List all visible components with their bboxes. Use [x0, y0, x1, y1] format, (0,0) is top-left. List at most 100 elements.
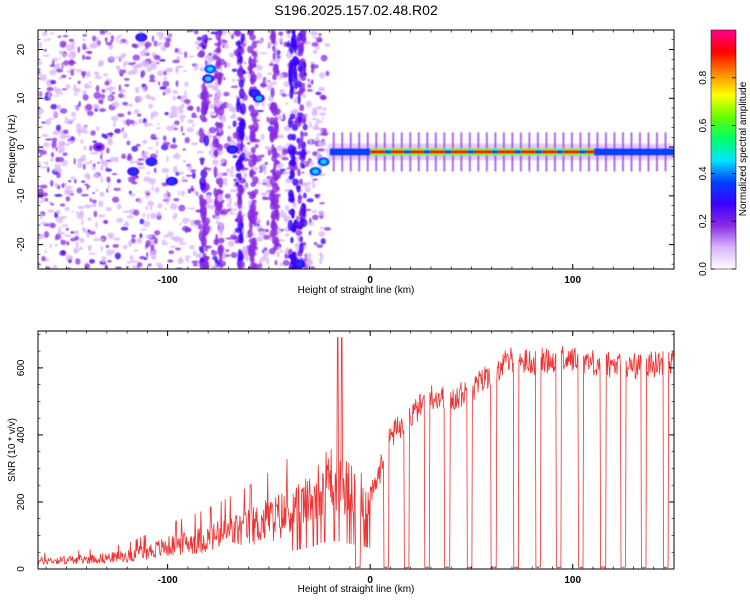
carrier-core: [409, 150, 412, 154]
spectrogram-speckle-blob: [230, 165, 235, 171]
spectrogram-speckle-blob: [81, 125, 88, 131]
spectrogram-streak-blob: [274, 67, 278, 74]
spectrogram-speckle-blob: [228, 196, 232, 202]
spectrogram-speckle-blob: [285, 30, 291, 35]
carrier-core: [473, 150, 477, 154]
spectrogram-speckle-blob: [280, 248, 283, 253]
spectrogram-streak-blob: [241, 33, 245, 38]
spectrogram-speckle-blob: [75, 258, 81, 265]
spectrogram-speckle-blob: [312, 178, 319, 181]
spectrogram-speckle-blob: [165, 37, 172, 43]
spectrogram-speckle-blob: [125, 118, 132, 126]
spectrogram-speckle-blob: [116, 217, 124, 223]
spectrogram-streak-blob: [293, 165, 298, 171]
spectrogram-streak-blob: [301, 36, 307, 44]
spectrogram-speckle-blob: [180, 125, 184, 133]
spectrogram-speckle-blob: [255, 72, 263, 80]
spectrogram-speckle-blob: [73, 93, 78, 96]
carrier-core: [561, 150, 564, 154]
spectrogram-speckle-blob: [308, 121, 312, 129]
spectrogram-speckle-blob: [204, 245, 208, 252]
spectrogram-streak-blob: [198, 49, 206, 58]
spectrogram-speckle-blob: [46, 160, 49, 167]
carrier-core: [433, 150, 436, 154]
spectrogram-speckle-blob: [233, 207, 237, 212]
spectrogram-streak-blob: [272, 52, 276, 61]
spectrogram-speckle-blob: [182, 159, 187, 163]
spectrogram-speckle-blob: [310, 160, 313, 163]
spectrogram-streak-blob: [235, 101, 240, 113]
spectrogram-speckle-blob: [193, 219, 202, 226]
carrier-outer: [635, 148, 639, 156]
spectrogram-speckle-blob: [134, 175, 139, 179]
spectrogram-speckle-blob: [214, 258, 218, 264]
spectrogram-speckle-blob: [176, 65, 184, 69]
spectrogram-speckle-blob: [203, 167, 212, 170]
spectrogram-streak-blob: [217, 106, 225, 116]
spectrogram-speckle-blob: [77, 80, 81, 85]
spectrogram-streak-blob: [299, 178, 303, 186]
spectrogram-speckle-blob: [167, 259, 174, 263]
spectrogram-bright-core: [207, 66, 214, 72]
spectrogram-speckle-blob: [70, 50, 76, 57]
spectrogram-speckle-blob: [113, 121, 116, 128]
spectrogram-speckle-blob: [319, 258, 323, 265]
carrier-core: [434, 150, 438, 154]
spectrogram-speckle-blob: [263, 168, 267, 175]
spectrogram-speckle-blob: [137, 40, 146, 47]
colorbar-tick-label: 0.6: [698, 118, 709, 132]
colorbar: 0.0 0.2 0.4 0.6 0.8 Normalized spectral ampl…: [698, 29, 749, 276]
spectrogram-speckle-blob: [47, 38, 51, 42]
carrier-outer: [644, 148, 647, 156]
carrier-core: [554, 150, 558, 154]
spectrogram-speckle-blob: [61, 143, 67, 146]
spectrogram-streak-blob: [272, 45, 276, 52]
spectrogram-bright-core: [168, 179, 175, 184]
spectrogram-speckle-blob: [323, 226, 332, 231]
spectrogram-speckle-blob: [52, 130, 60, 136]
spectrogram-streak-blob: [217, 245, 224, 257]
carrier-core: [465, 150, 468, 154]
spectrogram-streak-blob: [249, 154, 256, 160]
spectrogram-speckle-blob: [320, 54, 328, 62]
spectrogram-streak-blob: [238, 129, 245, 141]
spectrogram-speckle-blob: [38, 161, 42, 168]
spectrogram-streak-blob: [215, 30, 222, 41]
spectrogram-speckle-blob: [324, 42, 331, 48]
spectrogram-speckle-blob: [128, 62, 135, 66]
spectrogram-speckle-blob: [258, 38, 264, 45]
spectrogram-speckle-blob: [70, 231, 75, 234]
carrier-outer: [626, 148, 629, 156]
spectrogram-speckle-blob: [182, 133, 185, 136]
carrier-core: [417, 150, 420, 154]
carrier-core: [527, 150, 530, 154]
spectrogram-speckle-blob: [305, 100, 312, 108]
spectrogram-streak-blob: [252, 192, 257, 198]
spectrogram-speckle-blob: [126, 215, 134, 219]
spectrogram-speckle-blob: [241, 147, 248, 151]
spectrogram-speckle-blob: [163, 192, 169, 199]
spectrogram-speckle-blob: [161, 167, 170, 174]
spectrogram-streak-blob: [295, 229, 303, 236]
spectrogram-speckle-blob: [65, 196, 71, 202]
carrier-core: [381, 150, 384, 154]
spectrogram-streak-blob: [299, 58, 306, 64]
spectrogram-streak-blob: [217, 143, 224, 151]
carrier-outer: [669, 148, 673, 156]
spectrogram-streak-blob: [217, 189, 224, 194]
spectrogram-speckle-blob: [172, 95, 176, 101]
spectrogram-speckle-blob: [302, 192, 307, 199]
spectrogram-streak-blob: [240, 38, 244, 45]
spectrogram-speckle-blob: [95, 221, 98, 229]
spectrogram-speckle-blob: [114, 266, 122, 269]
spectrogram-speckle-blob: [108, 96, 112, 100]
carrier-outer: [613, 148, 616, 156]
spectrogram-speckle-blob: [142, 212, 146, 219]
spectrogram-speckle-blob: [163, 76, 167, 81]
spectrogram-streak-blob: [201, 44, 206, 49]
spectrogram-streak-blob: [297, 80, 302, 88]
spectrogram-speckle-blob: [177, 51, 183, 55]
spectrogram-speckle-blob: [145, 206, 149, 211]
spectrogram-speckle-blob: [208, 52, 212, 56]
carrier-outer: [624, 148, 627, 156]
